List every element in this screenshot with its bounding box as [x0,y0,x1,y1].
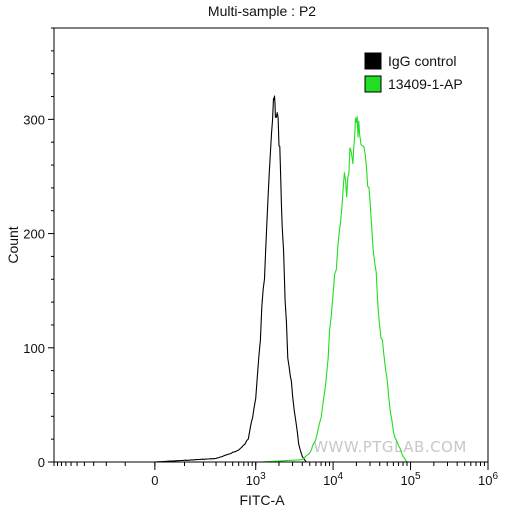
x-tick-label: 103 [246,471,266,488]
series-line-0 [154,95,307,463]
x-axis: 0 103 104 105 106 [53,462,498,488]
legend-swatch-0 [364,52,382,70]
y-tick-label: 200 [23,227,45,242]
watermark-text: WWW.PTGLAB.COM [313,438,467,456]
y-tick-label: 0 [38,455,45,470]
x-tick-label: 0 [151,473,158,488]
y-tick-label: 300 [23,112,45,127]
series-line-1 [261,115,408,463]
x-tick-label: 105 [401,471,421,488]
x-tick-label: 106 [478,471,498,488]
x-axis-label: FITC-A [239,492,285,508]
y-axis: 0 100 200 300 [23,27,54,470]
legend-swatch-1 [364,75,382,93]
y-axis-label: Count [5,226,21,263]
series-layer [154,95,408,463]
chart-title: Multi-sample : P2 [208,3,316,19]
x-tick-label: 104 [323,471,343,488]
legend-label-0: IgG control [388,53,456,69]
legend-label-1: 13409-1-AP [388,76,463,92]
plot-frame [53,27,489,463]
y-tick-label: 100 [23,341,45,356]
legend: IgG control 13409-1-AP [364,52,463,93]
